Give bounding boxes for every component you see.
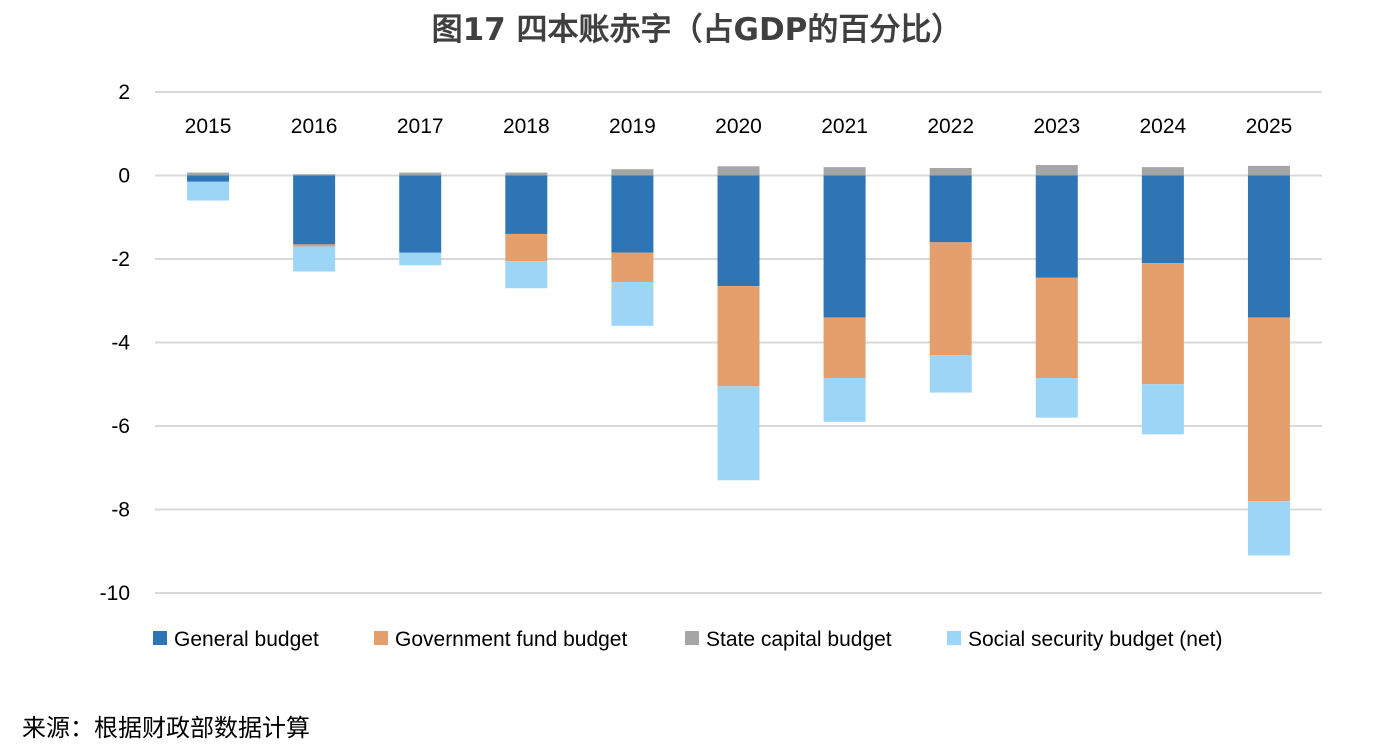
bar-segment — [1141, 167, 1184, 176]
source-note: 来源：根据财政部数据计算 — [22, 714, 310, 742]
legend-swatch — [947, 631, 961, 645]
y-axis-ticks: 2 0 -2 -4 -6 -8 -10 — [100, 81, 131, 605]
bar-segment — [1141, 263, 1184, 385]
y-tick-label: -6 — [111, 415, 130, 438]
x-tick-label: 2020 — [715, 115, 762, 138]
bar-segment — [399, 175, 442, 253]
bar-segment — [187, 172, 230, 176]
x-tick-label: 2024 — [1140, 115, 1187, 138]
bar-segment — [823, 377, 866, 422]
bar-segment — [717, 386, 760, 481]
bars — [187, 165, 1290, 556]
bar-segment — [1247, 501, 1290, 556]
y-tick-label: -10 — [100, 582, 130, 605]
x-axis-ticks: 2015 2016 2017 2018 2019 2020 2021 2022 2023 2024… — [185, 115, 1293, 138]
bar-segment — [611, 175, 654, 253]
y-tick-label: -8 — [111, 499, 130, 522]
bar-segment — [823, 317, 866, 378]
bar-segment — [505, 233, 548, 262]
bar-segment — [399, 172, 442, 176]
bar-segment — [293, 174, 336, 176]
bar-segment — [717, 286, 760, 387]
bar-segment — [717, 166, 760, 176]
legend: General budget Government fund budget Stat… — [153, 628, 1222, 651]
bar-segment — [505, 261, 548, 289]
bar-segment — [1141, 384, 1184, 435]
bar-segment — [293, 244, 336, 247]
bar-segment — [293, 175, 336, 245]
legend-label: Government fund budget — [395, 628, 627, 651]
x-tick-label: 2018 — [503, 115, 550, 138]
x-tick-label: 2015 — [185, 115, 232, 138]
bar-segment — [611, 252, 654, 282]
bar-segment — [1141, 175, 1184, 264]
x-tick-label: 2025 — [1246, 115, 1293, 138]
x-tick-label: 2021 — [821, 115, 868, 138]
bar-segment — [505, 175, 548, 234]
legend-swatch — [685, 631, 699, 645]
bar-segment — [187, 181, 230, 201]
bar-segment — [505, 172, 548, 176]
x-tick-label: 2022 — [927, 115, 974, 138]
y-tick-label: -4 — [111, 332, 130, 355]
bar-segment — [929, 167, 972, 176]
bar-segment — [1035, 165, 1078, 176]
bar-segment — [399, 252, 442, 266]
chart-title: 图17 四本账赤字（占GDP的百分比） — [431, 12, 963, 48]
bar-segment — [717, 175, 760, 287]
y-tick-label: 2 — [118, 81, 130, 104]
bar-segment — [929, 175, 972, 243]
x-tick-label: 2017 — [397, 115, 444, 138]
bar-segment — [187, 175, 230, 182]
bar-segment — [1247, 175, 1290, 318]
legend-swatch — [153, 631, 167, 645]
bar-segment — [293, 246, 336, 272]
x-tick-label: 2019 — [609, 115, 656, 138]
bar-segment — [929, 242, 972, 356]
x-tick-label: 2016 — [291, 115, 338, 138]
bar-segment — [929, 355, 972, 393]
bar-segment — [1247, 165, 1290, 176]
y-tick-label: 0 — [118, 165, 130, 188]
bar-segment — [611, 169, 654, 176]
bar-segment — [1035, 175, 1078, 278]
bar-segment — [1035, 377, 1078, 418]
x-tick-label: 2023 — [1033, 115, 1080, 138]
bar-segment — [823, 167, 866, 176]
y-tick-label: -2 — [111, 248, 130, 271]
bar-segment — [1247, 317, 1290, 502]
legend-label: General budget — [174, 628, 319, 651]
legend-swatch — [374, 631, 388, 645]
bar-segment — [611, 281, 654, 326]
legend-label: State capital budget — [706, 628, 892, 651]
bar-segment — [823, 175, 866, 318]
stacked-bar-chart: 20-2-4-6-8-10 2015 2016 2017 2018 2019 2020 20… — [100, 81, 1322, 651]
bar-segment — [1035, 277, 1078, 378]
legend-label: Social security budget (net) — [968, 628, 1222, 651]
